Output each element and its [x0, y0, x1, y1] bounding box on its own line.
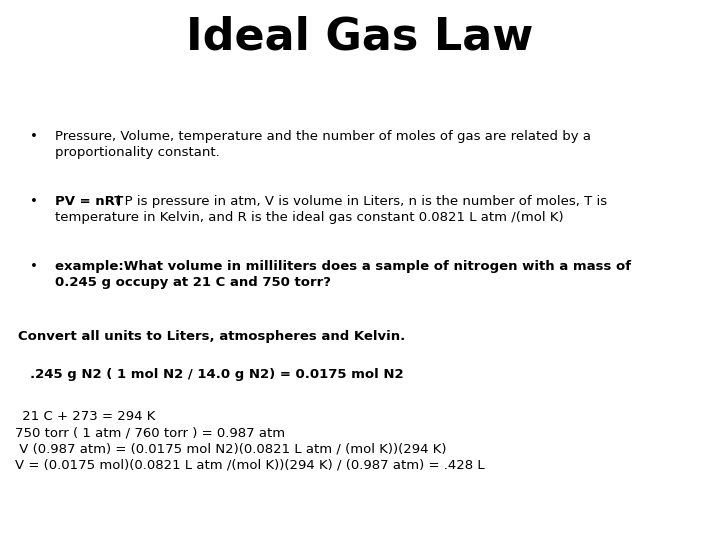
- Text: •: •: [30, 260, 38, 273]
- Text: 0.245 g occupy at 21 C and 750 torr?: 0.245 g occupy at 21 C and 750 torr?: [55, 276, 331, 289]
- Text: V = (0.0175 mol)(0.0821 L atm /(mol K))(294 K) / (0.987 atm) = .428 L: V = (0.0175 mol)(0.0821 L atm /(mol K))(…: [15, 458, 485, 471]
- Text: ( P is pressure in atm, V is volume in Liters, n is the number of moles, T is: ( P is pressure in atm, V is volume in L…: [111, 195, 607, 208]
- Text: .245 g N2 ( 1 mol N2 / 14.0 g N2) = 0.0175 mol N2: .245 g N2 ( 1 mol N2 / 14.0 g N2) = 0.01…: [30, 368, 404, 381]
- Text: •: •: [30, 130, 38, 143]
- Text: temperature in Kelvin, and R is the ideal gas constant 0.0821 L atm /(mol K): temperature in Kelvin, and R is the idea…: [55, 211, 564, 224]
- Text: Pressure, Volume, temperature and the number of moles of gas are related by a: Pressure, Volume, temperature and the nu…: [55, 130, 591, 143]
- Text: Convert all units to Liters, atmospheres and Kelvin.: Convert all units to Liters, atmospheres…: [18, 330, 405, 343]
- Text: 21 C + 273 = 294 K: 21 C + 273 = 294 K: [18, 410, 156, 423]
- Text: example:What volume in milliliters does a sample of nitrogen with a mass of: example:What volume in milliliters does …: [55, 260, 631, 273]
- Text: PV = nRT: PV = nRT: [55, 195, 123, 208]
- Text: •: •: [30, 195, 38, 208]
- Text: 750 torr ( 1 atm / 760 torr ) = 0.987 atm: 750 torr ( 1 atm / 760 torr ) = 0.987 at…: [15, 426, 285, 439]
- Text: proportionality constant.: proportionality constant.: [55, 146, 220, 159]
- Text: Ideal Gas Law: Ideal Gas Law: [186, 15, 534, 58]
- Text: V (0.987 atm) = (0.0175 mol N2)(0.0821 L atm / (mol K))(294 K): V (0.987 atm) = (0.0175 mol N2)(0.0821 L…: [15, 442, 446, 455]
